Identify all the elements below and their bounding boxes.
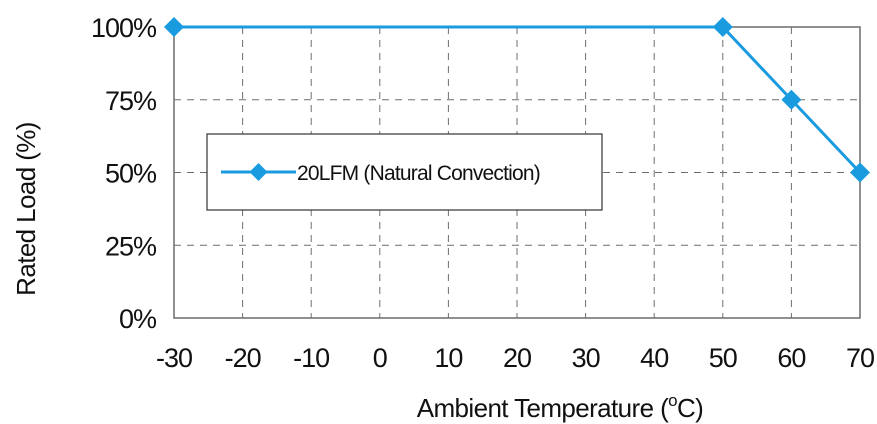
x-tick-label: 60 [777,343,805,373]
series-layer [164,17,870,183]
legend-marker-diamond [249,163,268,181]
y-tick-labels: 0% 25% 50% 75% 100% [91,13,158,334]
y-tick-label: 25% [105,231,157,261]
x-axis-title-unit: C) [677,393,703,423]
x-tick-label: 30 [572,343,600,373]
x-axis-title-degree: o [668,391,677,410]
series-line [174,25,862,174]
x-tick-label: -30 [156,343,192,373]
x-tick-label: -10 [293,343,329,373]
y-tick-label: 50% [105,159,157,189]
data-point-marker [164,17,184,37]
x-axis-title: Ambient Temperature (oC) [417,391,703,423]
y-tick-label: 100% [91,13,157,43]
x-tick-label: 50 [709,343,737,373]
data-point-marker [781,89,802,110]
x-tick-label: -20 [225,343,261,373]
y-axis-title: Rated Load (%) [11,122,41,296]
legend: 20LFM (Natural Convection) [206,133,603,211]
x-tick-labels: -30 -20 -10 0 10 20 30 40 50 60 70 [156,343,875,373]
legend-label: 20LFM (Natural Convection) [297,162,540,185]
x-tick-label: 10 [434,343,462,373]
y-tick-label: 0% [119,304,157,334]
data-point-marker [850,162,870,183]
x-tick-label: 40 [640,343,668,373]
data-point-marker [712,17,733,37]
x-tick-label: 0 [373,343,387,373]
x-tick-label: 70 [846,343,874,373]
x-tick-label: 20 [503,343,531,373]
x-axis-title-main: Ambient Temperature ( [417,393,669,423]
y-tick-label: 75% [105,86,157,116]
